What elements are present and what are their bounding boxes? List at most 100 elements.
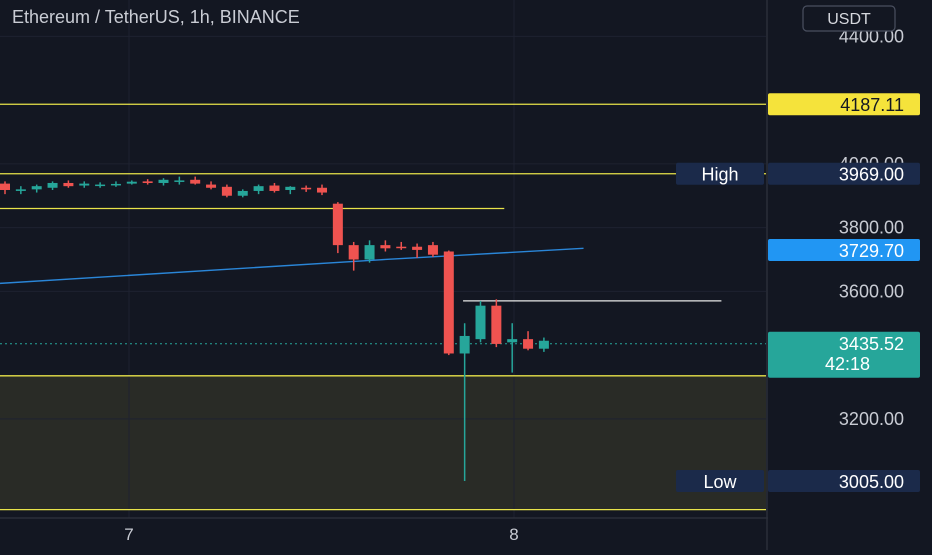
candle-11	[174, 176, 185, 185]
candle-24	[380, 240, 391, 252]
price-label-1: 3969.00 High	[676, 162, 920, 185]
candle-body-24	[380, 245, 391, 249]
support-zone	[0, 375, 766, 510]
support-zone-layer	[0, 375, 766, 510]
candle-21	[332, 202, 343, 254]
candle-22	[348, 241, 359, 271]
candle-3	[47, 181, 58, 190]
currency-button[interactable]: USDT	[802, 5, 896, 32]
price-label-0: 4187.11	[768, 93, 920, 116]
candle-body-3	[47, 182, 58, 188]
time-tick-1: 8	[509, 525, 518, 544]
candle-body-0	[0, 183, 10, 190]
candle-8	[126, 180, 137, 185]
current-price-value: 3435.52	[839, 334, 904, 354]
price-label-2: 3729.70	[768, 239, 920, 262]
candle-16	[253, 184, 264, 195]
price-label-box-1	[768, 162, 920, 185]
candle-25	[396, 241, 407, 250]
candle-body-12	[190, 179, 201, 184]
candle-body-14	[221, 186, 232, 196]
price-label-3: 3005.00 Low	[676, 469, 920, 492]
candle-body-8	[126, 181, 137, 184]
moving-average-line	[0, 247, 584, 285]
price-label-value-0: 4187.11	[840, 95, 904, 115]
price-label-value-2: 3729.70	[839, 241, 904, 261]
price-label-value-1: 3969.00	[839, 165, 904, 185]
candle-body-10	[158, 179, 169, 183]
candle-body-22	[348, 245, 359, 260]
candle-body-15	[237, 190, 248, 196]
current-price-box	[768, 331, 920, 378]
moving-average-layer	[0, 247, 584, 285]
price-tick-0: 3200.00	[839, 409, 904, 429]
candle-7	[110, 181, 121, 187]
candle-12	[190, 176, 201, 185]
level-lines-layer	[0, 103, 766, 511]
candle-20	[317, 184, 327, 196]
candle-5	[79, 181, 90, 188]
candle-body-9	[142, 181, 153, 183]
candle-31	[491, 299, 502, 348]
candle-body-32	[507, 339, 518, 343]
candle-19	[301, 185, 312, 192]
candle-18	[285, 186, 296, 195]
candle-4	[63, 180, 74, 188]
candle-body-31	[491, 305, 502, 344]
price-tag-text-1: High	[701, 165, 738, 185]
candle-body-29	[459, 335, 470, 354]
candle-body-18	[285, 186, 296, 190]
candle-30	[475, 300, 486, 343]
candle-body-25	[396, 246, 407, 249]
candle-14	[221, 184, 232, 198]
candle-body-28	[443, 251, 454, 354]
candle-body-7	[110, 183, 121, 186]
currency-label[interactable]: USDT	[827, 11, 871, 28]
candle-6	[95, 182, 106, 188]
candles-layer	[0, 176, 549, 481]
price-label-box-2	[768, 239, 920, 262]
candle-body-30	[475, 305, 486, 340]
candle-body-19	[301, 187, 312, 190]
candle-body-20	[317, 187, 327, 193]
price-tag-box-3	[676, 469, 764, 492]
candle-15	[237, 189, 248, 198]
grid-layer	[0, 0, 768, 550]
candle-9	[142, 179, 153, 185]
candle-28	[443, 250, 454, 356]
price-label-box-3	[768, 469, 920, 492]
candle-33	[523, 331, 534, 351]
candle-34	[538, 337, 549, 352]
candle-body-6	[95, 184, 106, 187]
chart-title: Ethereum / TetherUS, 1h, BINANCE	[12, 7, 300, 27]
candle-body-34	[538, 340, 549, 349]
candle-26	[412, 243, 423, 258]
countdown-value: 42:18	[825, 354, 870, 374]
candle-32	[507, 323, 518, 373]
candle-body-13	[206, 184, 217, 188]
candle-13	[206, 181, 217, 190]
candle-10	[158, 178, 169, 186]
price-tag-text-3: Low	[703, 472, 737, 492]
price-tick-2: 3800.00	[839, 218, 904, 238]
candle-0	[0, 181, 10, 195]
candle-29	[459, 323, 470, 481]
candle-body-26	[412, 246, 423, 250]
candle-body-33	[523, 339, 534, 349]
candle-body-21	[332, 203, 343, 246]
candle-body-4	[63, 182, 74, 187]
candle-body-5	[79, 183, 90, 186]
candle-body-11	[174, 180, 185, 182]
candle-17	[269, 182, 280, 193]
price-labels-layer: 4187.11 3969.00 High 3729.70 3005.00 Low 3435.…	[676, 93, 920, 492]
candle-2	[31, 184, 42, 193]
candle-27	[427, 241, 438, 257]
price-label-value-3: 3005.00	[839, 472, 904, 492]
price-tick-1: 3600.00	[839, 281, 904, 301]
candle-body-2	[31, 186, 42, 190]
